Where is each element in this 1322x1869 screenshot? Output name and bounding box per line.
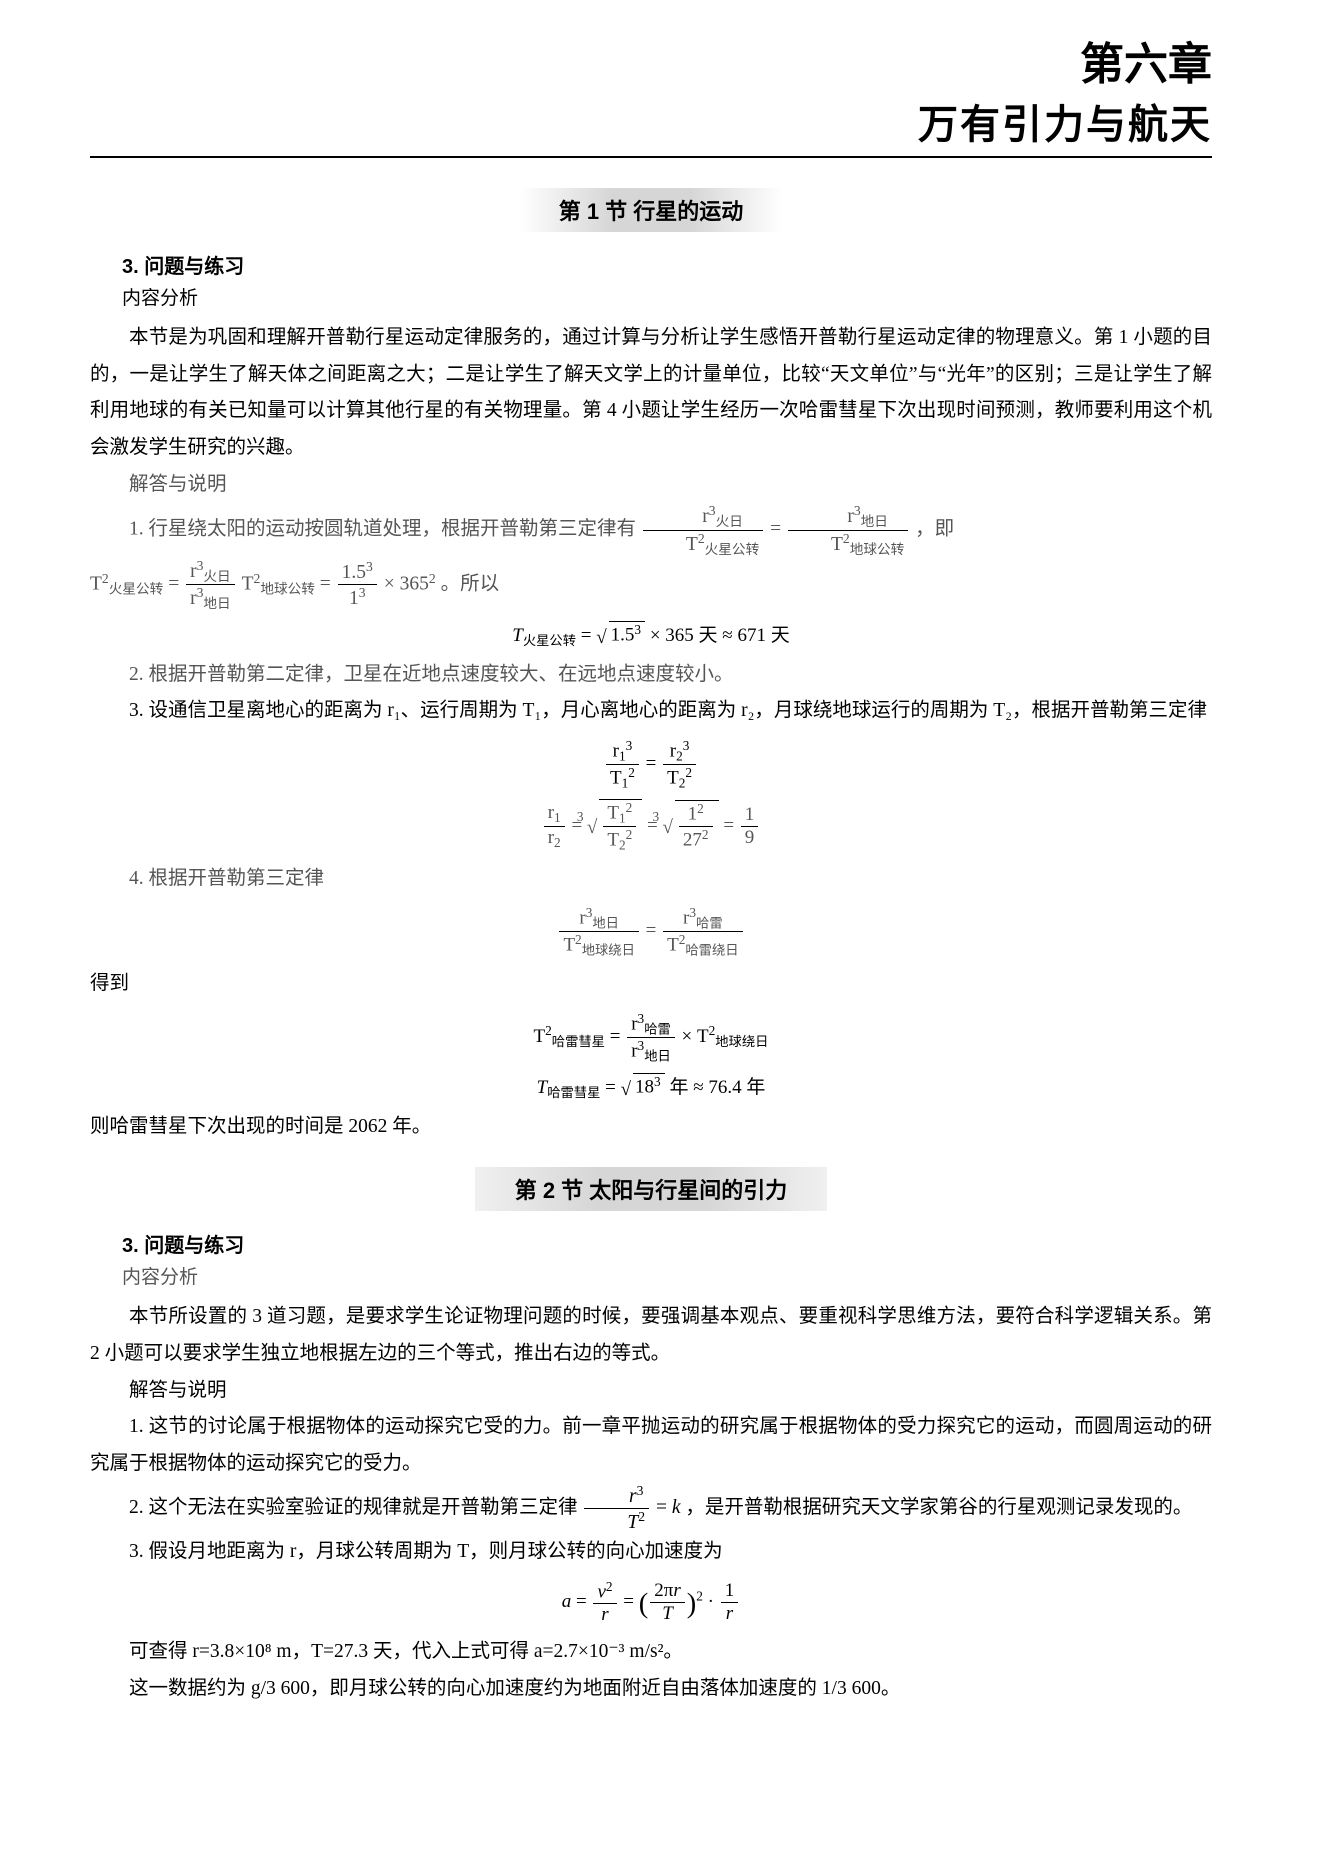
chapter-title: 万有引力与航天 — [90, 92, 1212, 150]
problems-heading: 3. 问题与练习 — [122, 250, 1212, 279]
section1-title: 第 1 节 行星的运动 — [519, 188, 784, 232]
s2-item3-sub-b: 这一数据约为 g/3 600，即月球公转的向心加速度约为地面附近自由落体加速度的… — [90, 1671, 1212, 1708]
s1-item3-eq2: r1r2 = 3√T12T22 = 3√12272 = 19 — [90, 799, 1212, 853]
analysis-label: 内容分析 — [122, 283, 1212, 310]
s1-item1-eq2-suffix: 。所以 — [441, 573, 500, 594]
s2-item2: 2. 这个无法在实验室验证的规律就是开普勒第三定律 r3T2 = k ，是开普勒… — [90, 1483, 1212, 1534]
divider — [90, 156, 1212, 158]
s2-item1: 1. 这节的讨论属于根据物体的运动探究它受的力。前一章平抛运动的研究属于根据物体… — [90, 1409, 1212, 1482]
section-title-wrap: 第 2 节 太阳与行星间的引力 — [90, 1159, 1212, 1229]
s2-item2-a: 2. 这个无法在实验室验证的规律就是开普勒第三定律 — [129, 1497, 578, 1518]
s1-item4-conclusion: 则哈雷彗星下次出现的时间是 2062 年。 — [90, 1109, 1212, 1146]
s2-item3-a: 3. 假设月地距离为 r，月球公转周期为 T，则月球公转的向心加速度为 — [90, 1534, 1212, 1571]
section-title-wrap: 第 1 节 行星的运动 — [90, 180, 1212, 250]
s1-item3: 3. 设通信卫星离地心的距离为 r₁、运行周期为 T₁，月心离地心的距离为 r₂… — [90, 693, 1212, 730]
s1-item4-a: 4. 根据开普勒第三定律 — [90, 861, 1212, 898]
s1-item1-a: 1. 行星绕太阳的运动按圆轨道处理，根据开普勒第三定律有 — [129, 519, 641, 540]
answers-label2: 解答与说明 — [90, 1373, 1212, 1410]
formula-frac: r3火日T2火星公转 — [641, 503, 765, 557]
analysis-label2: 内容分析 — [122, 1262, 1212, 1289]
s1-item4-eq2: T2哈雷彗星 = r3哈雷r3地日 × T2地球绕日 — [90, 1011, 1212, 1064]
section2-title: 第 2 节 太阳与行星间的引力 — [475, 1167, 828, 1211]
formula-frac: r3地日T2地球公转 — [786, 503, 910, 557]
s1-item2: 2. 根据开普勒第二定律，卫星在近地点速度较大、在远地点速度较小。 — [90, 657, 1212, 694]
s1-item4-result: T哈雷彗星 = √183 年 ≈ 76.4 年 — [90, 1072, 1212, 1101]
s2-analysis-text: 本节所设置的 3 道习题，是要求学生论证物理问题的时候，要强调基本观点、要重视科… — [90, 1299, 1212, 1372]
formula-frac: r3T2 — [582, 1483, 651, 1534]
s1-item1: 1. 行星绕太阳的运动按圆轨道处理，根据开普勒第三定律有 r3火日T2火星公转 … — [90, 503, 1212, 557]
s1-item3-eq1: r13T12 = r23T22 — [90, 738, 1212, 791]
chapter-number: 第六章 — [90, 28, 1212, 92]
s1-item1-eq2: T2火星公转 = r3火日r3地日 T2地球公转 = 1.5313 × 3652… — [90, 558, 1212, 612]
s1-item1-result: T火星公转 = √1.53 × 365 天 ≈ 671 天 — [90, 620, 1212, 649]
chapter-header: 第六章 万有引力与航天 — [90, 28, 1212, 150]
s1-item4-b: 得到 — [90, 966, 1212, 1003]
answers-label: 解答与说明 — [90, 467, 1212, 504]
s1-item4-eq1: r3地日T2地球绕日 = r3哈雷T2哈雷绕日 — [90, 905, 1212, 958]
s2-item3-sub-a: 可查得 r=3.8×10⁸ m，T=27.3 天，代入上式可得 a=2.7×10… — [90, 1634, 1212, 1671]
s2-item2-b: ，是开普勒根据研究天文学家第谷的行星观测记录发现的。 — [685, 1497, 1192, 1518]
problems-heading2: 3. 问题与练习 — [122, 1229, 1212, 1258]
analysis-text: 本节是为巩固和理解开普勒行星运动定律服务的，通过计算与分析让学生感悟开普勒行星运… — [90, 320, 1212, 467]
s2-item3-eq: a = v2r = (2πrT)2 · 1r — [90, 1579, 1212, 1626]
s1-item1-b: ，即 — [915, 519, 954, 540]
